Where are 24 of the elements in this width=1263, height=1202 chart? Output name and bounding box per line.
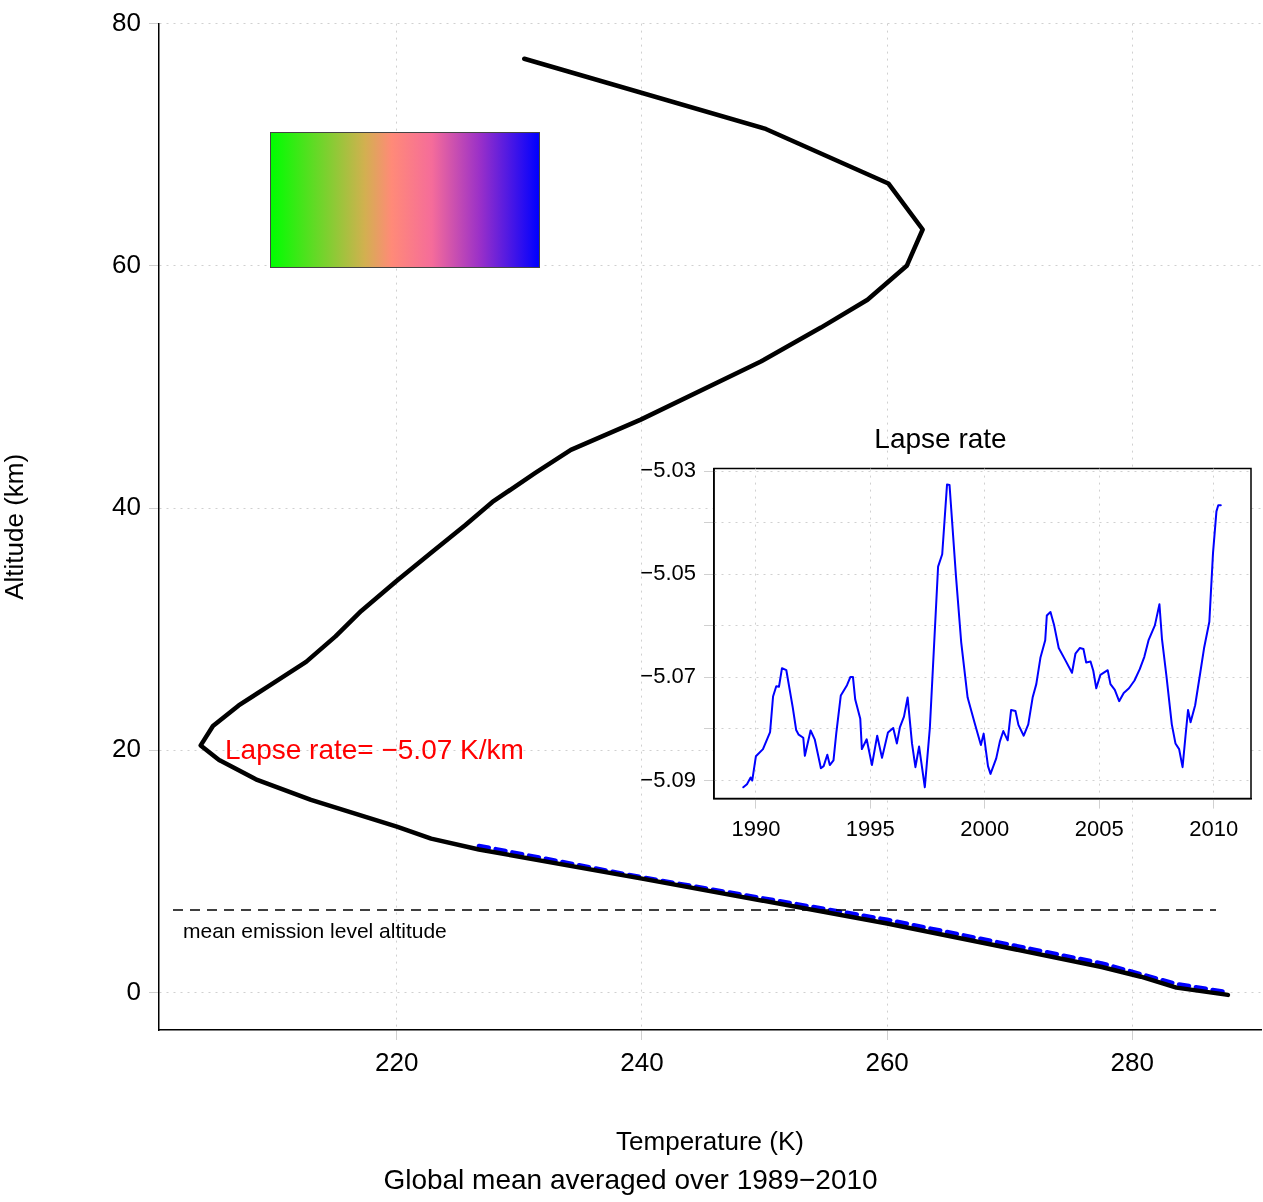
x-tick-label: 2000 [960,815,1010,841]
y-axis-title: Altitude (km) [0,453,29,600]
y-tick-label: −5.05 [640,560,696,586]
y-tick-label: 80 [112,6,141,37]
x-tick-label: 240 [620,1046,664,1077]
x-tick-label: 280 [1110,1046,1154,1077]
x-tick-label: 2010 [1189,815,1239,841]
y-tick-label: −5.07 [640,663,696,689]
chart-title: Lapse rate [874,422,1007,454]
y-tick-label: −5.09 [640,766,696,792]
y-tick-label: 0 [126,975,141,1006]
annotation: Lapse rate= −5.07 K/km [225,733,524,765]
x-axis-title: Temperature (K) [616,1125,804,1156]
x-tick-label: 1995 [845,815,895,841]
x-tick-label: 260 [865,1046,909,1077]
text: Global mean averaged over 1989−2010 [383,1163,878,1195]
y-tick-label: 60 [112,248,141,279]
x-tick-label: 1990 [731,815,781,841]
x-tick-label: 2005 [1074,815,1124,841]
y-tick-label: −5.03 [640,457,696,483]
y-tick-label: 40 [112,491,141,522]
ref-line-label: mean emission level altitude [183,919,447,943]
y-tick-label: 20 [112,733,141,764]
x-tick-label: 220 [375,1046,419,1077]
